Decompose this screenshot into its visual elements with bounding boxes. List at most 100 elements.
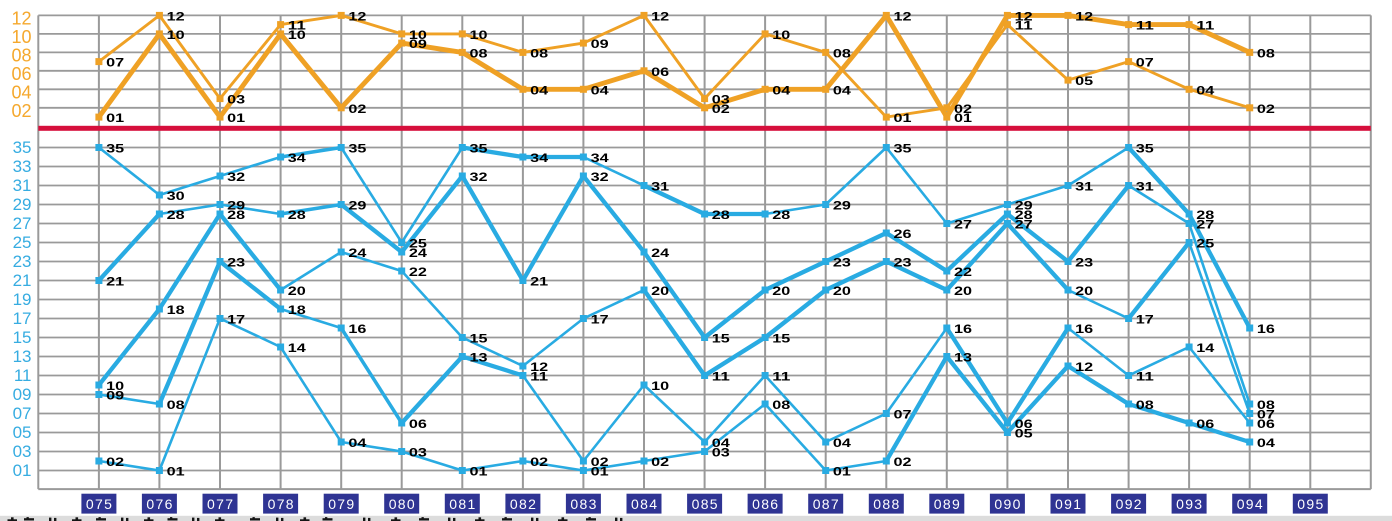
svg-text:26: 26 <box>894 227 913 241</box>
svg-text:094: 094 <box>1237 496 1263 512</box>
svg-text:07: 07 <box>894 408 913 422</box>
svg-text:04: 04 <box>1257 436 1276 450</box>
svg-text:11: 11 <box>1136 19 1155 33</box>
svg-text:12: 12 <box>167 10 186 24</box>
svg-text:32: 32 <box>591 170 610 184</box>
svg-text:08: 08 <box>530 47 549 61</box>
svg-text:16: 16 <box>954 322 973 336</box>
svg-text:21: 21 <box>106 275 125 289</box>
svg-text:11: 11 <box>1136 370 1155 384</box>
svg-text:02: 02 <box>11 101 31 121</box>
svg-text:24: 24 <box>348 246 367 260</box>
svg-text:04: 04 <box>591 83 610 97</box>
svg-text:35: 35 <box>348 142 367 156</box>
svg-text:12: 12 <box>651 10 670 24</box>
svg-text:34: 34 <box>591 151 610 165</box>
svg-text:080: 080 <box>389 496 415 512</box>
svg-text:17: 17 <box>13 309 32 328</box>
svg-text:095: 095 <box>1297 496 1323 512</box>
svg-text:03: 03 <box>227 93 246 107</box>
svg-text:29: 29 <box>13 195 32 214</box>
svg-text:02: 02 <box>1257 102 1276 116</box>
svg-text:08: 08 <box>167 398 186 412</box>
svg-text:29: 29 <box>833 199 852 213</box>
svg-text:09: 09 <box>409 37 428 51</box>
svg-text:01: 01 <box>894 111 913 125</box>
svg-text:20: 20 <box>954 284 973 298</box>
svg-text:17: 17 <box>1136 313 1155 327</box>
svg-text:06: 06 <box>1015 417 1034 431</box>
svg-text:32: 32 <box>470 170 489 184</box>
svg-text:078: 078 <box>268 496 294 512</box>
svg-text:02: 02 <box>530 455 549 469</box>
svg-text:23: 23 <box>833 256 852 270</box>
svg-text:01: 01 <box>167 465 186 479</box>
svg-text:23: 23 <box>13 252 32 271</box>
svg-text:04: 04 <box>1196 83 1215 97</box>
svg-text:27: 27 <box>1196 218 1215 232</box>
svg-text:02: 02 <box>106 455 125 469</box>
svg-text:16: 16 <box>1075 322 1094 336</box>
svg-text:28: 28 <box>772 208 791 222</box>
svg-text:08: 08 <box>1136 398 1155 412</box>
svg-text:23: 23 <box>227 256 246 270</box>
svg-text:08: 08 <box>833 47 852 61</box>
svg-text:01: 01 <box>954 111 973 125</box>
svg-text:21: 21 <box>530 275 549 289</box>
svg-text:28: 28 <box>712 208 731 222</box>
svg-text:01: 01 <box>13 461 32 480</box>
svg-text:06: 06 <box>1196 417 1215 431</box>
svg-text:25: 25 <box>13 233 32 252</box>
svg-text:06: 06 <box>409 417 428 431</box>
svg-text:28: 28 <box>167 208 186 222</box>
svg-text:06: 06 <box>11 64 31 84</box>
svg-text:084: 084 <box>631 496 657 512</box>
svg-text:10: 10 <box>11 27 31 47</box>
svg-text:077: 077 <box>207 496 233 512</box>
svg-text:02: 02 <box>712 102 731 116</box>
svg-text:12: 12 <box>894 10 913 24</box>
svg-text:31: 31 <box>13 176 32 195</box>
svg-text:13: 13 <box>13 347 32 366</box>
svg-text:32: 32 <box>227 170 246 184</box>
svg-text:04: 04 <box>712 436 731 450</box>
svg-text:088: 088 <box>873 496 899 512</box>
svg-text:04: 04 <box>833 436 852 450</box>
svg-text:29: 29 <box>227 199 246 213</box>
svg-text:01: 01 <box>106 111 125 125</box>
svg-text:14: 14 <box>288 341 307 355</box>
svg-text:05: 05 <box>1075 74 1094 88</box>
svg-text:13: 13 <box>954 351 973 365</box>
svg-text:24: 24 <box>651 246 670 260</box>
svg-text:10: 10 <box>106 379 125 393</box>
svg-text:04: 04 <box>772 83 791 97</box>
svg-text:01: 01 <box>470 465 489 479</box>
svg-text:10: 10 <box>651 379 670 393</box>
svg-text:09: 09 <box>591 37 610 51</box>
svg-text:35: 35 <box>106 142 125 156</box>
svg-text:07: 07 <box>13 404 32 423</box>
svg-text:04: 04 <box>530 83 549 97</box>
svg-text:28: 28 <box>1015 208 1034 222</box>
svg-text:08: 08 <box>470 47 489 61</box>
svg-text:23: 23 <box>894 256 913 270</box>
svg-text:02: 02 <box>591 455 610 469</box>
svg-text:12: 12 <box>530 360 549 374</box>
svg-text:35: 35 <box>13 138 32 157</box>
svg-text:23: 23 <box>1075 256 1094 270</box>
svg-text:20: 20 <box>772 284 791 298</box>
svg-text:04: 04 <box>833 83 852 97</box>
svg-text:28: 28 <box>288 208 307 222</box>
svg-text:08: 08 <box>11 46 31 66</box>
svg-text:11: 11 <box>772 370 791 384</box>
svg-text:20: 20 <box>1075 284 1094 298</box>
svg-text:10: 10 <box>772 28 791 42</box>
svg-text:085: 085 <box>692 496 718 512</box>
svg-text:27: 27 <box>13 214 32 233</box>
svg-text:01: 01 <box>591 465 610 479</box>
svg-text:02: 02 <box>651 455 670 469</box>
svg-text:08: 08 <box>1257 398 1276 412</box>
svg-text:28: 28 <box>1196 208 1215 222</box>
svg-text:15: 15 <box>470 332 489 346</box>
svg-text:16: 16 <box>348 322 367 336</box>
